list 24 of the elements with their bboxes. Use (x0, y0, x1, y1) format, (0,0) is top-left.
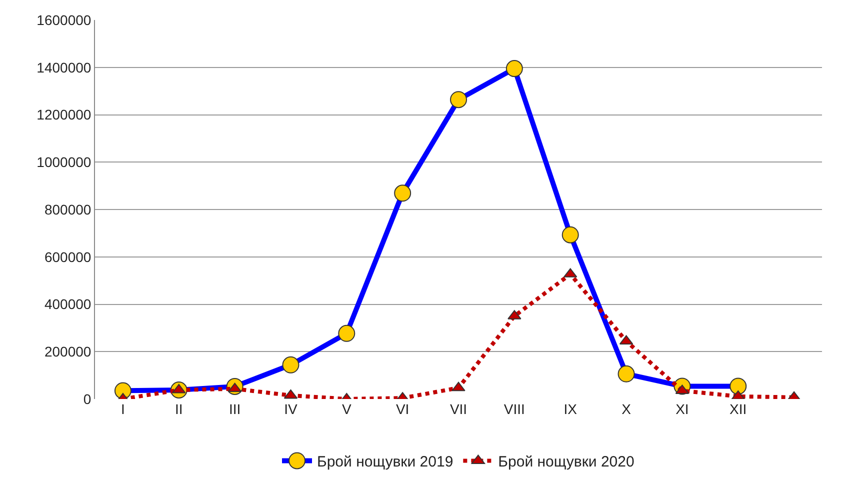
y-tick-label: 1600000 (36, 12, 92, 28)
x-tick-label: IV (284, 401, 298, 417)
x-tick-label: VIII (504, 401, 525, 417)
y-tick-label: 1200000 (36, 106, 92, 123)
x-tick-label: X (622, 401, 632, 417)
legend-label: Брой нощувки 2019 (317, 454, 454, 471)
y-tick-label: 200000 (44, 344, 92, 360)
y-tick-label: 600000 (44, 248, 92, 265)
y-tick-label: 0 (83, 390, 92, 407)
point (452, 382, 466, 392)
y-tick-label: 800000 (44, 201, 92, 218)
y-tick-label: 400000 (44, 296, 92, 312)
x-tick-label: II (174, 401, 183, 417)
x-tick-label: III (228, 401, 241, 417)
y-tick-label: 1000000 (36, 154, 92, 170)
x-tick-label: VI (396, 401, 410, 417)
x-tick-label: I (121, 401, 125, 417)
y-tick-label: 1400000 (36, 59, 92, 76)
x-tick-label: XII (730, 401, 747, 417)
x-tick-label: IX (564, 401, 578, 417)
legend-label: Брой нощувки 2020 (498, 454, 634, 471)
x-tick-label: XI (676, 401, 689, 417)
x-tick-label: VII (450, 401, 468, 417)
x-tick-label: V (342, 401, 352, 417)
